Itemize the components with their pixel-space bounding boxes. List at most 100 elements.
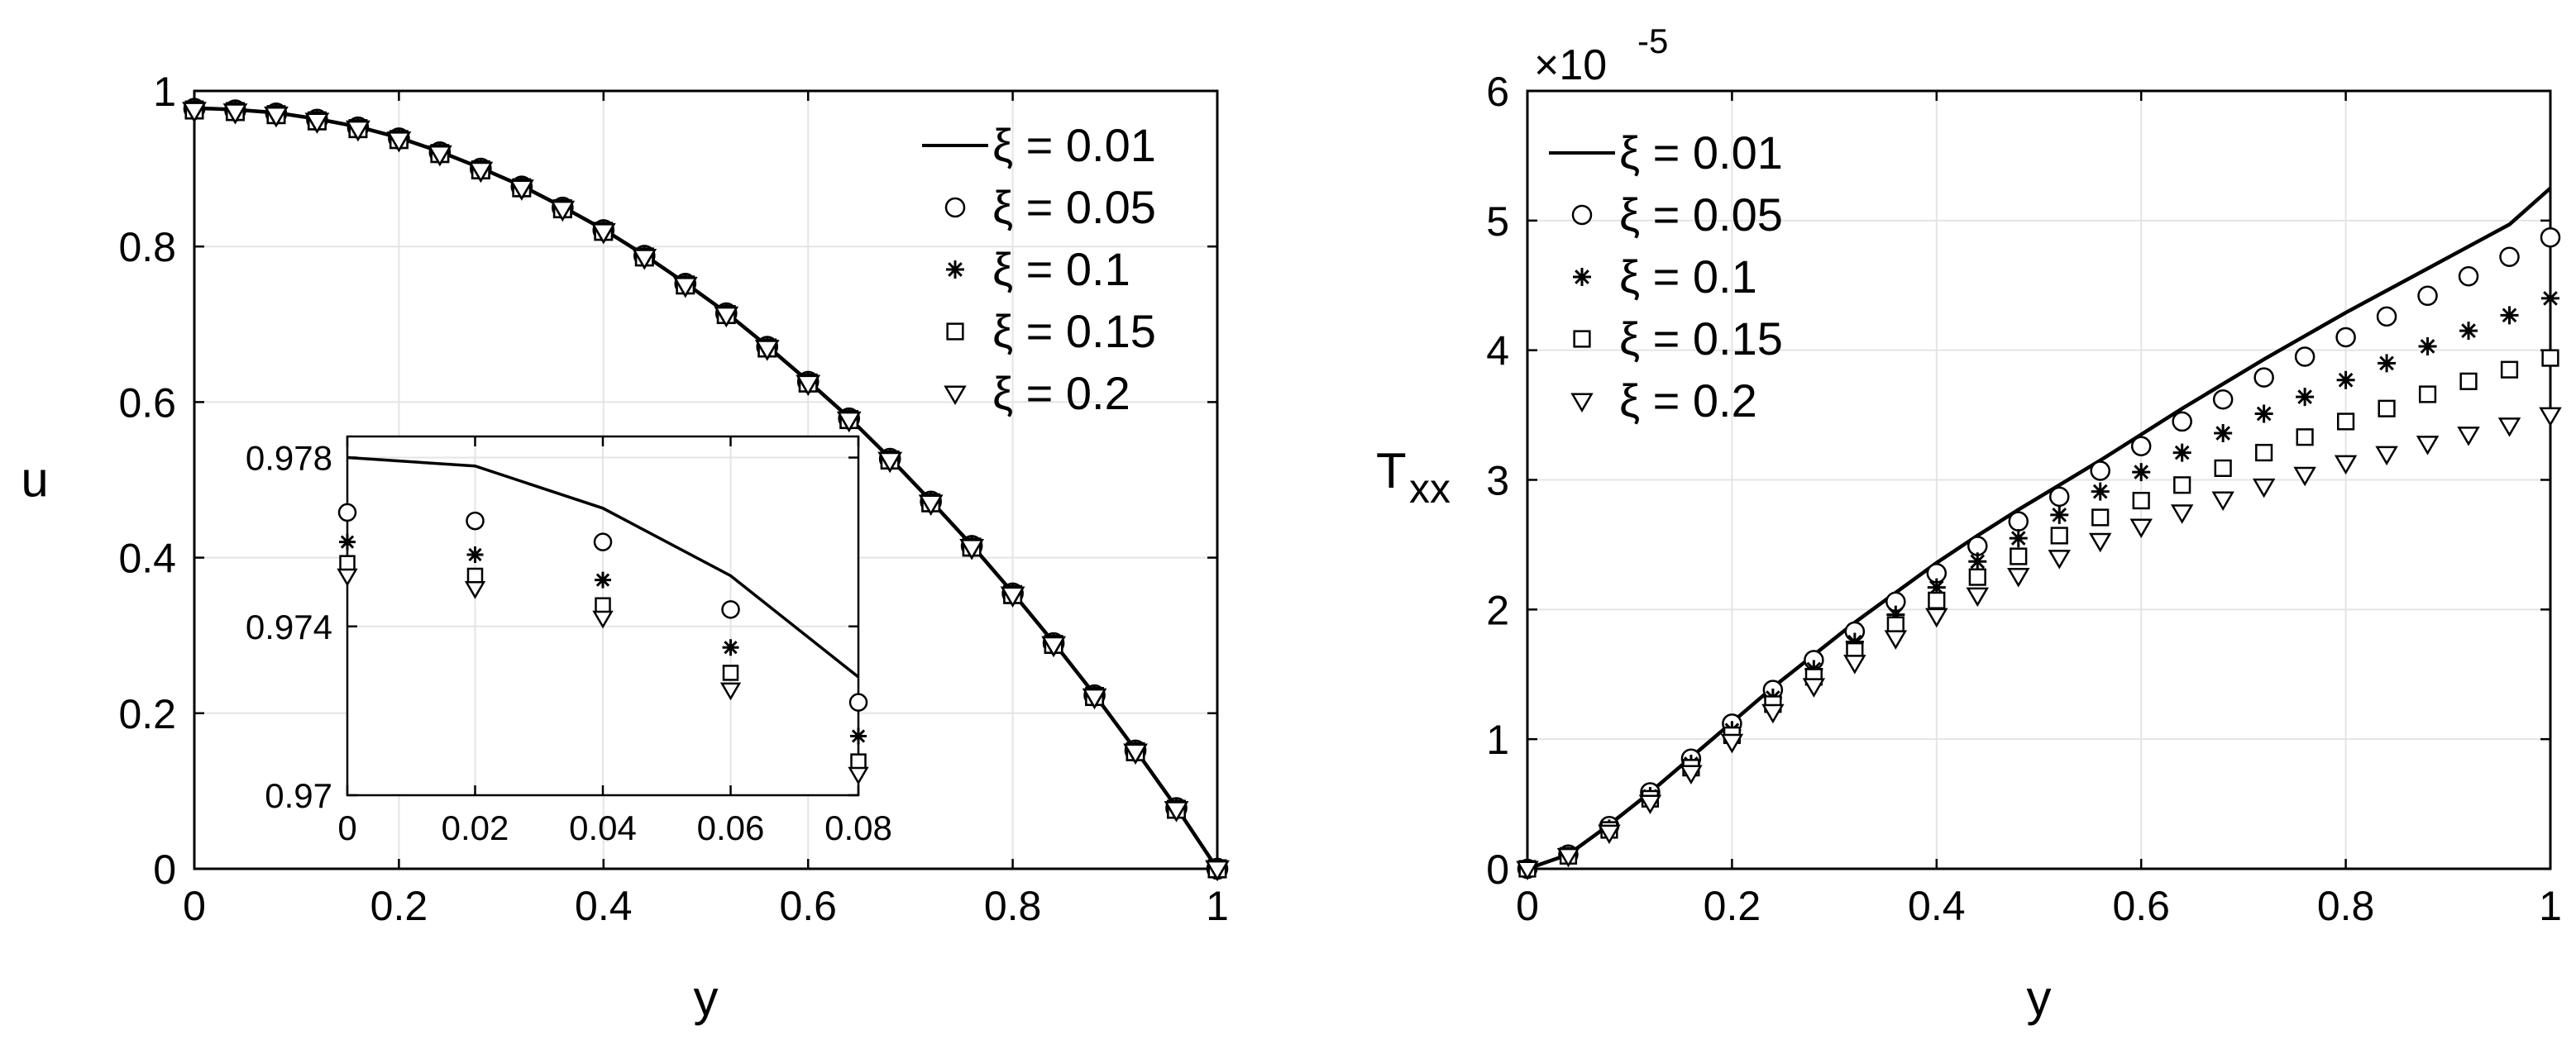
x-tick-label: 0.8: [984, 883, 1042, 929]
data-point: [337, 503, 357, 522]
legend-entry-label: ξ = 0.1: [992, 243, 1130, 295]
data-point: [1927, 578, 1946, 597]
y-tick-label: 0.2: [118, 691, 176, 737]
data-point: [2170, 504, 2194, 524]
data-point: [386, 131, 412, 153]
data-point: [2497, 417, 2521, 437]
data-point: [1925, 608, 1948, 628]
data-point: [2172, 411, 2192, 432]
data-point: [672, 276, 698, 298]
data-point: [2378, 399, 2396, 417]
data-point: [2172, 443, 2191, 462]
x-tick-label: 1: [2539, 883, 2562, 929]
data-point: [1884, 630, 1908, 650]
data-point: [1967, 536, 1988, 556]
legend-entry-label: ξ = 0.01: [1619, 126, 1783, 179]
data-point: [2214, 459, 2232, 477]
legend-entry-label: ξ = 0.2: [992, 367, 1130, 419]
plot-frame: [193, 89, 1219, 870]
x-tick-label: 0.08: [824, 808, 892, 847]
data-point: [2334, 455, 2358, 475]
legend-entry-label: ξ = 0.05: [992, 181, 1156, 233]
data-point: [836, 411, 862, 433]
data-point: [722, 639, 739, 656]
data-point: [2378, 354, 2397, 373]
data-point: [2132, 491, 2150, 510]
x-tick-label: 0.6: [2112, 883, 2170, 929]
data-point: [2540, 226, 2561, 248]
legend: ξ = 0.01 ξ = 0.05 ξ = 0.1 ξ = 0.15 ξ = 0.2: [922, 119, 1156, 419]
y-tick-label: 0.978: [246, 439, 332, 478]
data-point: [2255, 443, 2273, 462]
x-tick-label: 0.02: [442, 808, 509, 847]
data-point: [2541, 288, 2559, 308]
data-point: [2335, 327, 2356, 348]
data-point: [1845, 632, 1864, 651]
data-point: [2417, 285, 2438, 307]
data-point: [466, 511, 485, 531]
data-point: [722, 665, 739, 681]
data-point: [509, 179, 534, 201]
data-point: [2254, 404, 2273, 423]
x-tick-label: 0.2: [370, 883, 428, 929]
data-point: [2376, 306, 2397, 327]
legend-marker-swatch: [1573, 268, 1591, 286]
y-tick-label: 0.97: [265, 776, 332, 815]
data-point: [848, 693, 868, 712]
data-point: [2253, 367, 2274, 388]
y-tick-label: 0.6: [118, 379, 176, 426]
data-point: [550, 200, 576, 222]
data-point: [593, 532, 613, 551]
legend-marker-swatch: [1570, 393, 1594, 413]
y-axis-exponent-power: -5: [1637, 21, 1668, 60]
data-point: [2008, 511, 2029, 532]
inset-frame: [346, 435, 860, 797]
data-point: [2500, 306, 2519, 325]
data-point: [2457, 427, 2480, 446]
y-tick-label: 0: [153, 846, 176, 893]
data-point: [1680, 765, 1703, 784]
data-point: [339, 533, 356, 551]
x-tick-label: 0.06: [697, 808, 765, 847]
data-point: [754, 340, 780, 361]
data-point: [1802, 678, 1826, 698]
data-point: [2252, 478, 2276, 498]
x-tick-label: 0.4: [575, 883, 633, 929]
x-tick-label: 1: [1206, 883, 1229, 929]
data-point: [468, 161, 494, 184]
y-tick-label: 0: [1486, 846, 1509, 893]
data-point: [2459, 372, 2478, 390]
data-point: [2091, 482, 2110, 501]
data-point: [1928, 591, 1946, 609]
data-point: [2009, 529, 2028, 548]
data-point: [959, 539, 985, 560]
y-tick-label: 2: [1486, 587, 1509, 633]
data-point: [339, 555, 356, 571]
y-axis-label: u: [21, 452, 48, 508]
x-axis-label: y: [694, 970, 719, 1026]
data-point: [222, 103, 248, 125]
legend-entry-label: ξ = 0.15: [992, 305, 1156, 357]
data-point: [346, 120, 370, 142]
data-point: [2088, 532, 2112, 553]
data-point: [850, 727, 867, 745]
data-point: [714, 306, 739, 328]
data-point: [850, 753, 867, 770]
data-point: [427, 145, 452, 167]
data-point: [2129, 518, 2153, 538]
legend-marker-swatch: [1571, 204, 1593, 226]
data-point: [796, 374, 821, 397]
x-tick-label: 0.2: [1704, 883, 1761, 929]
data-point: [2294, 346, 2316, 367]
data-point: [2007, 568, 2030, 588]
data-point: [595, 597, 611, 613]
y-tick-label: 4: [1486, 328, 1509, 374]
data-point: [1761, 703, 1785, 724]
series-4: [182, 102, 1230, 882]
data-point: [2090, 460, 2110, 481]
data-point: [595, 571, 611, 589]
data-point: [2050, 527, 2068, 545]
data-point: [2048, 486, 2070, 508]
series-0: [346, 455, 860, 679]
